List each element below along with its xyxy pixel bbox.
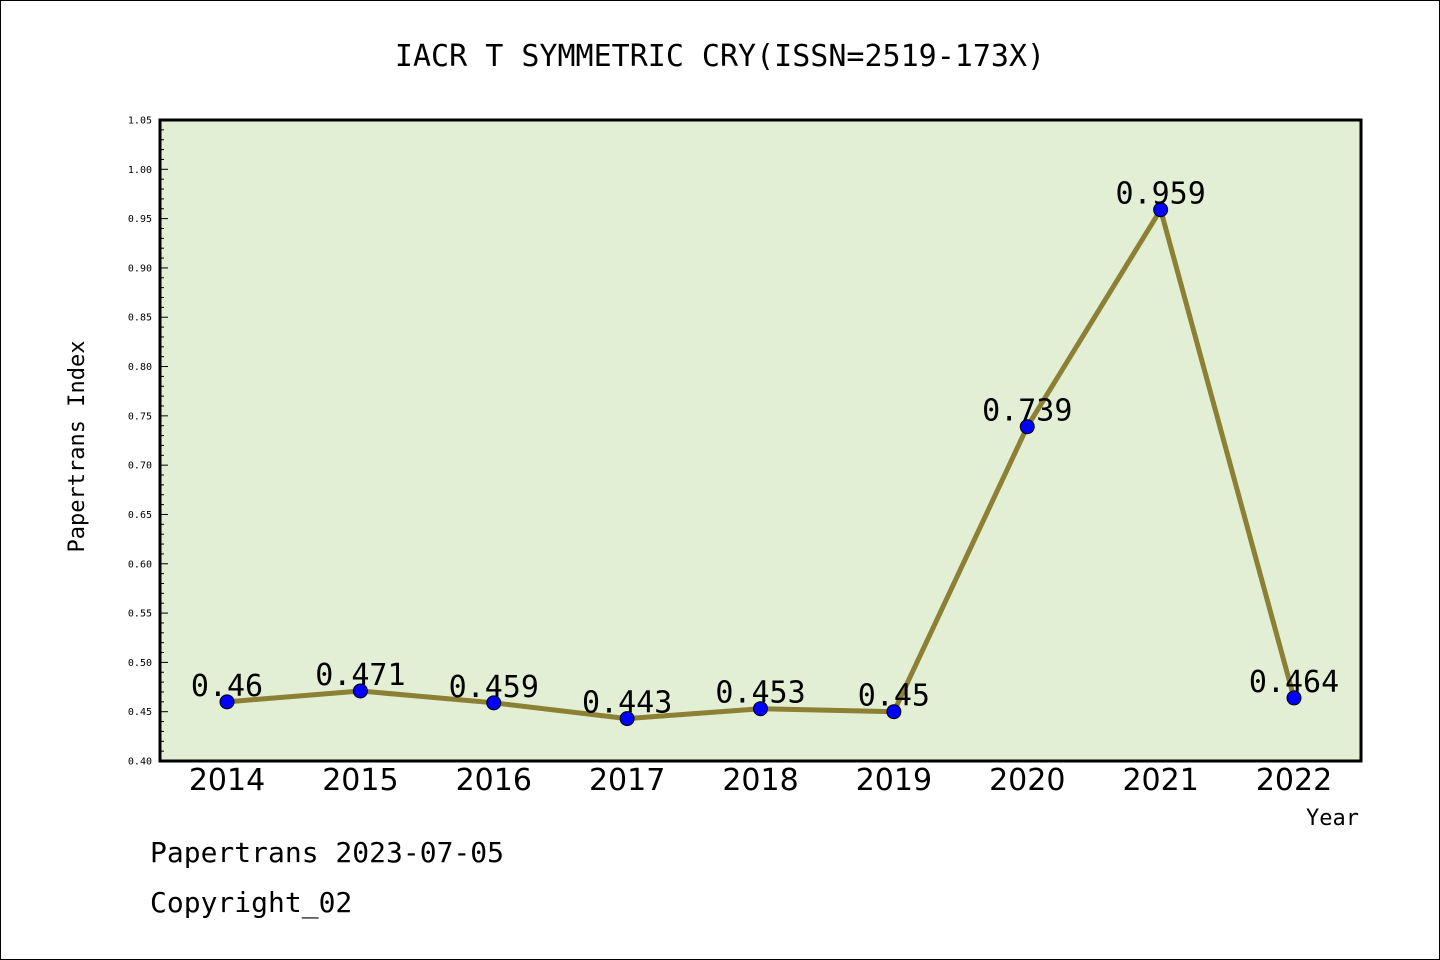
x-tick-label: 2019 [856, 763, 932, 798]
data-point [619, 711, 635, 727]
plot-area [158, 118, 1363, 763]
data-labels: 0.46 0.471 0.459 0.443 0.453 0.45 0.739 0.959 0.… [191, 177, 1339, 721]
y-tick-label: 0.75 [128, 411, 152, 422]
x-tick-label: 2014 [189, 763, 265, 798]
x-tick-label: 2015 [322, 763, 398, 798]
data-label: 0.459 [449, 670, 539, 705]
data-label: 0.471 [315, 658, 405, 693]
y-tick-label: 0.95 [128, 214, 152, 225]
data-label: 0.443 [582, 686, 672, 721]
y-tick-label: 0.65 [128, 510, 152, 521]
x-tick-label: 2016 [456, 763, 532, 798]
chart-title: IACR T SYMMETRIC CRY(ISSN=2519-173X) [395, 39, 1045, 74]
x-tick-label: 2020 [989, 763, 1065, 798]
y-major-ticks [160, 119, 168, 762]
y-tick-labels: 0.40 0.45 0.50 0.55 0.60 0.65 0.70 0.75 0.80 0.85… [128, 116, 152, 768]
data-label: 0.959 [1115, 177, 1205, 212]
y-tick-label: 0.55 [128, 609, 152, 620]
data-point [1019, 419, 1035, 435]
y-tick-label: 0.40 [128, 757, 152, 768]
x-tick-label: 2017 [589, 763, 665, 798]
y-tick-label: 0.70 [128, 461, 152, 472]
data-point [486, 695, 502, 711]
data-label: 0.464 [1249, 665, 1339, 700]
data-label: 0.739 [982, 394, 1072, 429]
data-label: 0.45 [858, 679, 930, 714]
x-tick-label: 2022 [1256, 763, 1332, 798]
data-label: 0.46 [191, 669, 263, 704]
y-tick-label: 0.50 [128, 658, 152, 669]
data-label: 0.453 [715, 676, 805, 711]
data-point [219, 694, 235, 710]
y-tick-label: 1.05 [128, 116, 152, 127]
y-axis-title: Papertrans Index [65, 341, 90, 553]
y-tick-label: 0.45 [128, 707, 152, 718]
footer-date-line: Papertrans 2023-07-05 [150, 836, 505, 869]
y-tick-label: 0.80 [128, 362, 152, 373]
y-tick-label: 0.90 [128, 263, 152, 274]
data-point [753, 701, 768, 717]
y-tick-label: 0.85 [128, 313, 152, 324]
y-minor-ticks [160, 129, 164, 752]
footer-copyright-line: Copyright_02 [150, 886, 353, 919]
data-markers [219, 202, 1302, 727]
data-point [1286, 690, 1302, 706]
data-point [1153, 202, 1169, 218]
x-tick-label: 2018 [722, 763, 798, 798]
data-point [886, 704, 902, 720]
y-tick-label: 0.60 [128, 559, 152, 570]
data-point [352, 683, 368, 699]
y-tick-label: 1.00 [128, 165, 152, 176]
x-tick-label: 2021 [1122, 763, 1198, 798]
x-axis-title: Year [1306, 806, 1359, 831]
x-tick-labels: 2014 2015 2016 2017 2018 2019 2020 2021 2022 [189, 763, 1332, 798]
